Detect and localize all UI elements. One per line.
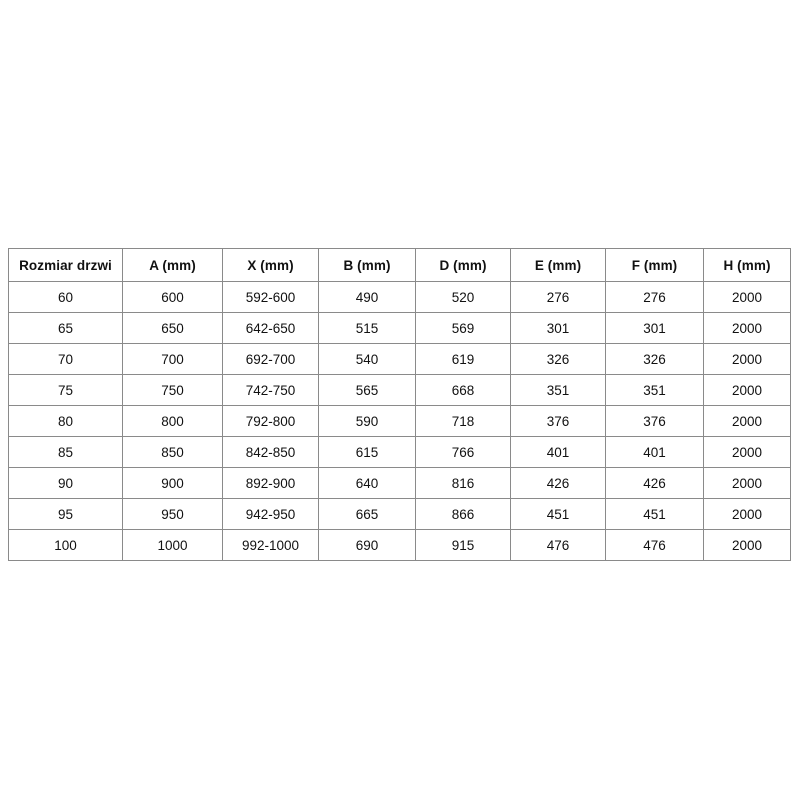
table-row: 95 950 942-950 665 866 451 451 2000 [8, 498, 791, 530]
table-header: Rozmiar drzwi A (mm) X (mm) B (mm) D (mm… [8, 248, 791, 282]
table-row: 90 900 892-900 640 816 426 426 2000 [8, 467, 791, 499]
cell-x: 792-800 [222, 405, 319, 437]
door-size-spec-table-container: Rozmiar drzwi A (mm) X (mm) B (mm) D (mm… [8, 248, 791, 561]
cell-b: 590 [318, 405, 416, 437]
cell-x: 842-850 [222, 436, 319, 468]
cell-size: 95 [8, 498, 123, 530]
cell-d: 766 [415, 436, 511, 468]
column-header-h: H (mm) [703, 248, 791, 282]
cell-e: 401 [510, 436, 606, 468]
table-row: 85 850 842-850 615 766 401 401 2000 [8, 436, 791, 468]
cell-b: 565 [318, 374, 416, 406]
cell-size: 75 [8, 374, 123, 406]
column-header-a: A (mm) [122, 248, 223, 282]
cell-h: 2000 [703, 529, 791, 561]
cell-size: 80 [8, 405, 123, 437]
cell-e: 351 [510, 374, 606, 406]
cell-x: 642-650 [222, 312, 319, 344]
table-row: 75 750 742-750 565 668 351 351 2000 [8, 374, 791, 406]
cell-e: 276 [510, 281, 606, 313]
cell-x: 892-900 [222, 467, 319, 499]
cell-size: 60 [8, 281, 123, 313]
cell-d: 619 [415, 343, 511, 375]
cell-d: 915 [415, 529, 511, 561]
cell-a: 850 [122, 436, 223, 468]
column-header-d: D (mm) [415, 248, 511, 282]
column-header-e: E (mm) [510, 248, 606, 282]
cell-d: 718 [415, 405, 511, 437]
cell-a: 800 [122, 405, 223, 437]
cell-f: 351 [605, 374, 704, 406]
table-header-row: Rozmiar drzwi A (mm) X (mm) B (mm) D (mm… [8, 248, 791, 282]
column-header-b: B (mm) [318, 248, 416, 282]
cell-e: 301 [510, 312, 606, 344]
cell-f: 376 [605, 405, 704, 437]
cell-d: 520 [415, 281, 511, 313]
cell-e: 326 [510, 343, 606, 375]
cell-a: 950 [122, 498, 223, 530]
door-size-spec-table: Rozmiar drzwi A (mm) X (mm) B (mm) D (mm… [8, 248, 791, 561]
cell-b: 640 [318, 467, 416, 499]
column-header-rozmiar-drzwi: Rozmiar drzwi [8, 248, 123, 282]
cell-f: 301 [605, 312, 704, 344]
cell-x: 692-700 [222, 343, 319, 375]
cell-h: 2000 [703, 436, 791, 468]
cell-d: 816 [415, 467, 511, 499]
cell-e: 451 [510, 498, 606, 530]
cell-h: 2000 [703, 405, 791, 437]
cell-size: 85 [8, 436, 123, 468]
cell-b: 540 [318, 343, 416, 375]
cell-f: 401 [605, 436, 704, 468]
cell-h: 2000 [703, 467, 791, 499]
cell-f: 276 [605, 281, 704, 313]
cell-b: 490 [318, 281, 416, 313]
cell-a: 1000 [122, 529, 223, 561]
cell-f: 426 [605, 467, 704, 499]
cell-x: 992-1000 [222, 529, 319, 561]
cell-size: 100 [8, 529, 123, 561]
cell-f: 326 [605, 343, 704, 375]
table-row: 80 800 792-800 590 718 376 376 2000 [8, 405, 791, 437]
cell-d: 668 [415, 374, 511, 406]
cell-h: 2000 [703, 343, 791, 375]
cell-e: 426 [510, 467, 606, 499]
cell-size: 90 [8, 467, 123, 499]
cell-b: 665 [318, 498, 416, 530]
cell-size: 70 [8, 343, 123, 375]
table-row: 70 700 692-700 540 619 326 326 2000 [8, 343, 791, 375]
cell-e: 476 [510, 529, 606, 561]
column-header-f: F (mm) [605, 248, 704, 282]
cell-a: 750 [122, 374, 223, 406]
cell-x: 942-950 [222, 498, 319, 530]
cell-x: 742-750 [222, 374, 319, 406]
cell-x: 592-600 [222, 281, 319, 313]
table-row: 60 600 592-600 490 520 276 276 2000 [8, 281, 791, 313]
table-body: 60 600 592-600 490 520 276 276 2000 65 6… [8, 281, 791, 561]
cell-h: 2000 [703, 312, 791, 344]
cell-a: 650 [122, 312, 223, 344]
cell-h: 2000 [703, 281, 791, 313]
cell-d: 866 [415, 498, 511, 530]
column-header-x: X (mm) [222, 248, 319, 282]
cell-f: 451 [605, 498, 704, 530]
cell-f: 476 [605, 529, 704, 561]
cell-h: 2000 [703, 374, 791, 406]
cell-h: 2000 [703, 498, 791, 530]
cell-b: 690 [318, 529, 416, 561]
table-row: 65 650 642-650 515 569 301 301 2000 [8, 312, 791, 344]
cell-a: 900 [122, 467, 223, 499]
cell-size: 65 [8, 312, 123, 344]
cell-a: 600 [122, 281, 223, 313]
cell-b: 615 [318, 436, 416, 468]
cell-d: 569 [415, 312, 511, 344]
table-row: 100 1000 992-1000 690 915 476 476 2000 [8, 529, 791, 561]
cell-b: 515 [318, 312, 416, 344]
cell-a: 700 [122, 343, 223, 375]
cell-e: 376 [510, 405, 606, 437]
